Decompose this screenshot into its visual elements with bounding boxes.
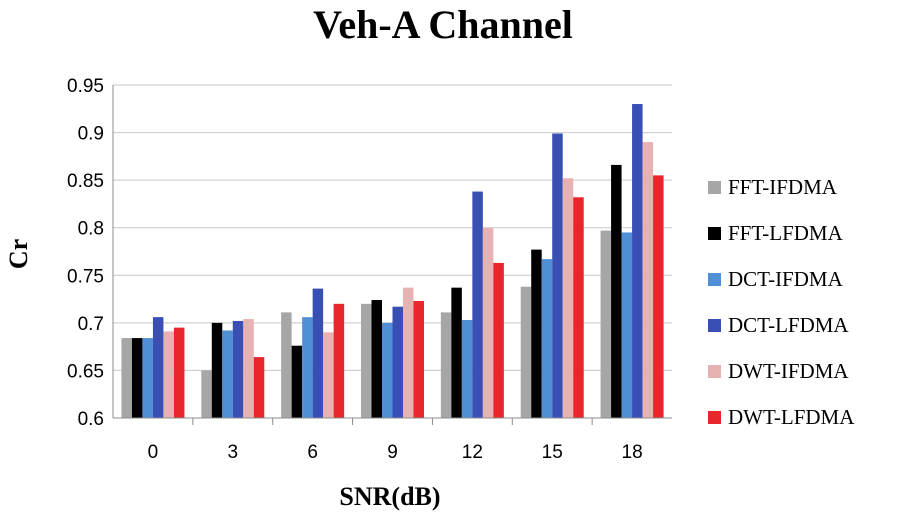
y-axis-title: Cr — [4, 239, 33, 269]
bar-fft-lfdma-18 — [611, 164, 622, 418]
bar-dwt-ifdma-15 — [562, 178, 574, 418]
bar-dwt-ifdma-0 — [163, 331, 174, 418]
bar-dwt-lfdma-3 — [253, 357, 265, 418]
bar-dwt-ifdma-6 — [323, 332, 334, 418]
bar-fft-ifdma-15 — [520, 286, 532, 418]
y-tick-label: 0.7 — [78, 314, 104, 335]
legend: FFT-IFDMA FFT-LFDMA DCT-IFDMA DCT-LFDMA DWT-… — [708, 175, 855, 429]
bar-fft-lfdma-12 — [451, 287, 462, 418]
x-tick-label: 0 — [148, 442, 159, 463]
bar-dwt-ifdma-9 — [403, 287, 414, 418]
x-tick-label: 9 — [387, 442, 398, 463]
bar-fft-lfdma-0 — [131, 338, 143, 418]
bar-dwt-lfdma-9 — [413, 300, 424, 418]
bar-fft-lfdma-3 — [211, 322, 223, 418]
bar-fft-ifdma-12 — [440, 312, 452, 418]
bar-fft-ifdma-0 — [121, 338, 132, 418]
y-tick-label: 0.6 — [78, 409, 104, 430]
x-tick-label: 6 — [307, 442, 318, 463]
legend-swatch-fft-lfdma — [708, 227, 721, 240]
x-tick-labels: 0 3 6 9 12 15 18 — [148, 442, 643, 463]
y-tick-label: 0.75 — [67, 266, 104, 287]
y-tick-label: 0.85 — [67, 171, 104, 192]
bar-fft-lfdma-9 — [371, 300, 382, 418]
legend-swatch-dwt-ifdma — [708, 365, 721, 378]
chart-title: Veh-A Channel — [313, 2, 573, 47]
bars — [121, 104, 664, 419]
x-axis-title: SNR(dB) — [339, 482, 440, 511]
bar-dct-lfdma-18 — [632, 104, 643, 419]
bar-fft-ifdma-18 — [600, 230, 612, 418]
bar-fft-ifdma-6 — [281, 312, 292, 418]
bar-dct-ifdma-6 — [302, 317, 313, 418]
bar-dct-ifdma-0 — [142, 338, 153, 418]
bar-fft-ifdma-9 — [361, 303, 372, 418]
bar-fft-ifdma-3 — [201, 370, 212, 418]
x-tick-label: 12 — [462, 442, 483, 463]
legend-label-dct-ifdma: DCT-IFDMA — [728, 267, 844, 291]
bar-dwt-lfdma-15 — [573, 197, 584, 418]
y-tick-label: 0.95 — [67, 76, 104, 97]
axes — [112, 85, 672, 425]
legend-label-fft-ifdma: FFT-IFDMA — [728, 175, 838, 199]
y-tick-labels: 0.6 0.65 0.7 0.75 0.8 0.85 0.9 0.95 — [67, 76, 104, 430]
x-tick-label: 18 — [622, 442, 643, 463]
bar-dct-ifdma-3 — [222, 330, 233, 418]
bar-dct-lfdma-15 — [552, 133, 563, 418]
bar-fft-lfdma-6 — [291, 345, 303, 418]
bar-dct-ifdma-9 — [382, 322, 393, 418]
bar-dwt-lfdma-18 — [653, 175, 664, 418]
legend-label-dct-lfdma: DCT-LFDMA — [728, 313, 849, 337]
x-tick-label: 15 — [542, 442, 563, 463]
y-tick-label: 0.8 — [78, 219, 104, 240]
bar-dct-lfdma-12 — [472, 191, 483, 418]
bar-dwt-ifdma-18 — [642, 142, 654, 419]
bar-dwt-ifdma-12 — [482, 227, 494, 418]
grid-lines — [113, 84, 672, 371]
bar-dct-lfdma-6 — [312, 288, 324, 418]
legend-label-dwt-lfdma: DWT-LFDMA — [728, 405, 855, 429]
bar-dct-lfdma-9 — [392, 306, 403, 418]
legend-swatch-dct-ifdma — [708, 273, 721, 286]
bar-dct-lfdma-3 — [232, 320, 244, 418]
legend-label-dwt-ifdma: DWT-IFDMA — [728, 359, 849, 383]
bar-dwt-lfdma-0 — [173, 327, 185, 418]
bar-dct-lfdma-0 — [152, 317, 164, 418]
y-tick-label: 0.65 — [67, 361, 104, 382]
bar-dct-ifdma-12 — [461, 320, 473, 418]
legend-swatch-dct-lfdma — [708, 319, 721, 332]
x-tick-label: 3 — [227, 442, 238, 463]
legend-label-fft-lfdma: FFT-LFDMA — [728, 221, 844, 245]
bar-fft-lfdma-15 — [531, 249, 542, 418]
y-tick-label: 0.9 — [78, 124, 104, 145]
bar-dwt-lfdma-6 — [333, 303, 345, 418]
legend-swatch-dwt-lfdma — [708, 411, 721, 424]
bar-dct-ifdma-15 — [541, 259, 553, 418]
bar-dwt-ifdma-3 — [243, 319, 254, 418]
bar-dwt-lfdma-12 — [493, 262, 504, 418]
legend-swatch-fft-ifdma — [708, 181, 721, 194]
bar-dct-ifdma-18 — [621, 232, 633, 418]
